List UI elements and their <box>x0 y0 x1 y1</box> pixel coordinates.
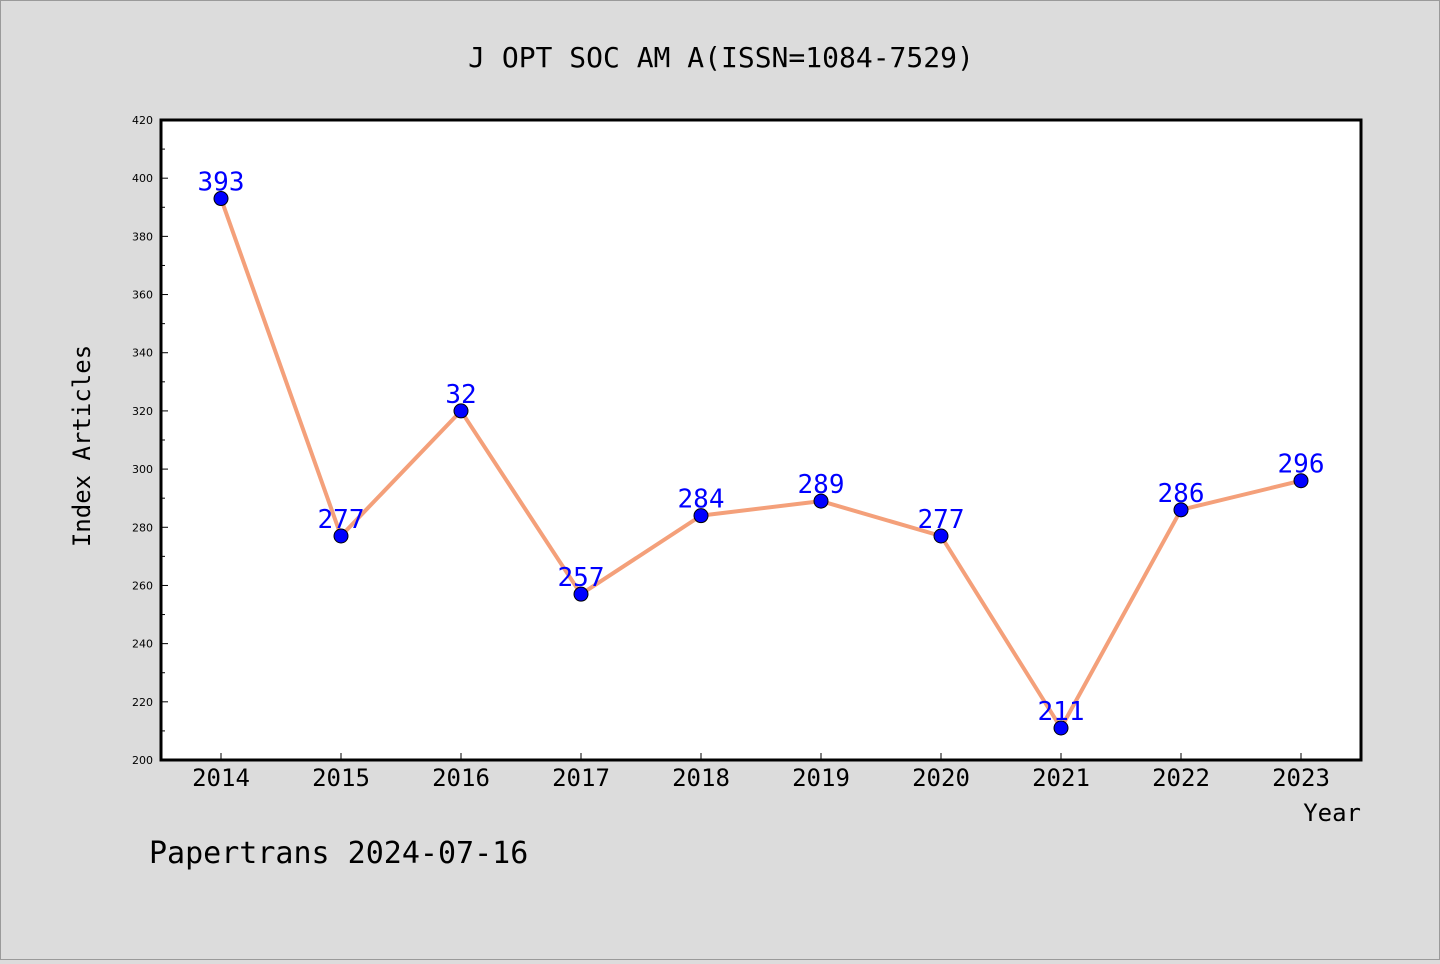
plot-area <box>159 118 1363 762</box>
data-point <box>693 508 709 524</box>
x-tick-label: 2020 <box>912 764 970 792</box>
y-tick-label: 260 <box>132 579 153 592</box>
data-label: 277 <box>318 505 365 535</box>
y-axis-title: Index Articles <box>68 345 96 547</box>
y-tick-label: 400 <box>132 172 153 185</box>
chart-title: J OPT SOC AM A(ISSN=1084-7529) <box>468 41 974 74</box>
y-tick-label: 200 <box>132 754 153 767</box>
y-tick-label: 220 <box>132 696 153 709</box>
data-label: 211 <box>1038 697 1085 727</box>
x-tick-label: 2019 <box>792 764 850 792</box>
x-tick-label: 2016 <box>432 764 490 792</box>
data-point <box>453 403 469 419</box>
y-tick-label: 360 <box>132 289 153 302</box>
data-labels: 393 277 32 257 284 289 277 211 286 296 <box>198 168 1325 727</box>
y-tick-label: 280 <box>132 521 153 534</box>
data-point <box>933 528 949 544</box>
y-tick-label: 240 <box>132 638 153 651</box>
x-axis-title: Year <box>1303 799 1361 827</box>
x-tick-label: 2014 <box>192 764 250 792</box>
y-tick-label: 320 <box>132 405 153 418</box>
data-point <box>813 493 829 509</box>
data-label: 257 <box>558 563 605 593</box>
x-tick-label: 2017 <box>552 764 610 792</box>
data-point <box>213 191 229 207</box>
data-label: 284 <box>678 485 725 515</box>
data-label: 32 <box>445 380 476 410</box>
data-label: 393 <box>198 168 245 198</box>
data-label: 286 <box>1158 479 1205 509</box>
x-tick-label: 2023 <box>1272 764 1330 792</box>
data-point <box>573 586 589 602</box>
y-tick-label: 380 <box>132 230 153 243</box>
x-tick-label: 2018 <box>672 764 730 792</box>
data-point <box>1053 720 1069 736</box>
y-tick-label: 340 <box>132 347 153 360</box>
y-tick-label: 300 <box>132 463 153 476</box>
data-label: 289 <box>798 470 845 500</box>
x-tick-label: 2015 <box>312 764 370 792</box>
data-point <box>333 528 349 544</box>
data-label: 296 <box>1278 450 1325 480</box>
data-point <box>1173 502 1189 518</box>
series-line <box>219 197 1302 730</box>
x-axis: 2014 2015 2016 2017 2018 2019 2020 2021 2022 2023 <box>192 753 1330 792</box>
data-markers <box>213 191 1309 736</box>
footer-text: Papertrans 2024-07-16 <box>149 836 528 871</box>
x-tick-label: 2021 <box>1032 764 1090 792</box>
y-axis: 200 220 240 260 280 300 320 340 360 380 400 420 <box>132 114 168 767</box>
y-tick-label: 420 <box>132 114 153 127</box>
data-point <box>1293 473 1309 489</box>
x-tick-label: 2022 <box>1152 764 1210 792</box>
data-label: 277 <box>918 505 965 535</box>
